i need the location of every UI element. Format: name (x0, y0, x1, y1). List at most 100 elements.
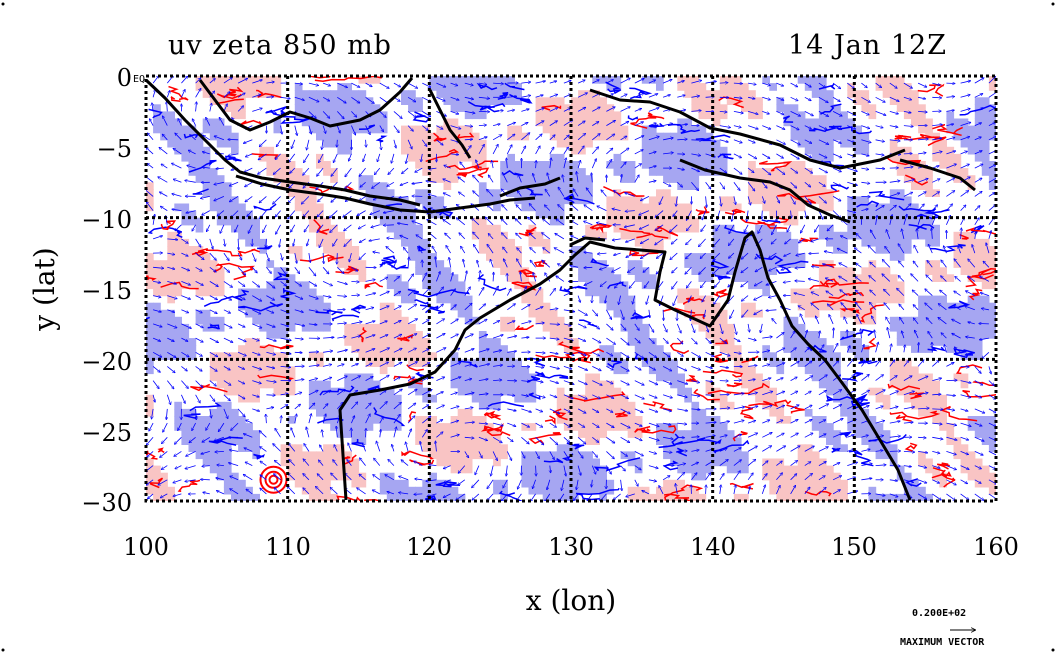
vorticity-fill-cell (967, 246, 976, 254)
vorticity-fill-cell (868, 387, 877, 396)
vorticity-fill-cell (436, 76, 445, 84)
vorticity-fill-cell (748, 281, 756, 290)
vorticity-fill-cell (641, 338, 650, 346)
vorticity-fill-cell (663, 359, 671, 367)
vorticity-fill-cell (464, 408, 473, 417)
vorticity-fill-cell (429, 175, 437, 183)
vorticity-fill-cell (160, 331, 168, 339)
vorticity-fill-cell (946, 437, 955, 445)
vorticity-fill-cell (408, 224, 416, 233)
vorticity-fill-cell (648, 125, 657, 134)
vorticity-fill-cell (578, 111, 586, 120)
vorticity-fill-cell (542, 168, 551, 176)
vorticity-fill-cell (216, 458, 225, 467)
vorticity-fill-cell (939, 316, 947, 325)
vorticity-fill-cell (861, 416, 870, 424)
vorticity-fill-cell (861, 104, 870, 112)
vorticity-fill-cell (209, 281, 218, 290)
vorticity-fill-cell (592, 267, 600, 275)
vorticity-fill-cell (847, 274, 855, 282)
vorticity-fill-cell (670, 444, 678, 452)
vorticity-fill-cell (535, 161, 544, 169)
vorticity-fill-cell (974, 295, 983, 304)
vorticity-fill-cell (429, 153, 437, 162)
vorticity-fill-cell (592, 260, 600, 268)
wind-vector (147, 163, 154, 169)
vorticity-fill-cell (450, 281, 459, 290)
vorticity-contour (522, 185, 543, 196)
vorticity-fill-cell (656, 132, 664, 141)
vorticity-fill-cell (903, 224, 912, 233)
vorticity-fill-cell (790, 288, 799, 297)
vorticity-fill-cell (627, 430, 636, 438)
vorticity-fill-cell (549, 153, 558, 162)
vorticity-fill-cell (932, 302, 940, 311)
vorticity-fill-cell (301, 295, 310, 304)
vorticity-fill-cell (436, 274, 445, 282)
vorticity-fill-cell (797, 203, 806, 212)
vorticity-fill-cell (833, 288, 841, 297)
vorticity-fill-cell (273, 295, 282, 304)
vorticity-fill-cell (457, 408, 466, 417)
vorticity-fill-cell (840, 288, 848, 297)
vorticity-fill-cell (762, 387, 770, 396)
vorticity-fill-cell (620, 196, 629, 205)
vorticity-fill-cell (733, 366, 742, 375)
vorticity-fill-cell (981, 323, 990, 332)
vorticity-fill-cell (670, 161, 678, 169)
vorticity-fill-cell (946, 316, 955, 325)
vorticity-fill-cell (613, 203, 622, 212)
vorticity-fill-cell (755, 231, 763, 240)
vorticity-fill-cell (181, 203, 190, 212)
vorticity-fill-cell (280, 175, 289, 183)
vorticity-fill-cell (294, 83, 303, 91)
vorticity-fill-cell (344, 338, 352, 346)
vorticity-fill-cell (627, 408, 636, 417)
vorticity-fill-cell (691, 90, 700, 98)
vorticity-fill-cell (762, 260, 770, 268)
vorticity-fill-cell (670, 153, 678, 162)
vorticity-fill-cell (960, 253, 969, 261)
vorticity-fill-cell (195, 260, 204, 268)
vorticity-fill-cell (422, 352, 430, 360)
vorticity-fill-cell (988, 302, 996, 311)
vorticity-fill-cell (365, 189, 374, 197)
vorticity-fill-cell (861, 210, 870, 219)
vorticity-fill-cell (393, 408, 402, 417)
vorticity-fill-cell (563, 161, 572, 169)
vorticity-fill-cell (981, 437, 990, 445)
vorticity-fill-cell (273, 316, 282, 325)
vorticity-fill-cell (486, 444, 494, 452)
vorticity-fill-cell (627, 416, 636, 424)
vorticity-contour (968, 288, 983, 301)
vorticity-fill-cell (471, 380, 480, 389)
vorticity-fill-cell (967, 295, 976, 304)
vorticity-fill-cell (889, 90, 898, 98)
vorticity-fill-cell (422, 281, 430, 290)
vorticity-fill-cell (592, 111, 600, 120)
vorticity-fill-cell (925, 331, 933, 339)
vorticity-fill-cell (748, 274, 756, 282)
vorticity-fill-cell (684, 465, 692, 474)
vorticity-fill-cell (804, 196, 813, 205)
vorticity-fill-cell (741, 267, 749, 275)
vorticity-fill-cell (337, 472, 345, 481)
vorticity-fill-cell (500, 387, 508, 396)
vorticity-fill-cell (181, 246, 190, 254)
vorticity-fill-cell (663, 366, 671, 375)
vorticity-fill-cell (868, 104, 877, 112)
vorticity-fill-cell (875, 203, 884, 212)
vorticity-fill-cell (500, 345, 508, 353)
vorticity-fill-cell (521, 465, 530, 474)
vorticity-fill-cell (563, 331, 572, 339)
vorticity-fill-cell (188, 153, 197, 162)
vorticity-fill-cell (769, 189, 777, 197)
vorticity-fill-cell (238, 416, 246, 424)
vorticity-fill-cell (273, 125, 282, 134)
vorticity-fill-cell (606, 83, 615, 91)
wind-vector (146, 148, 154, 155)
vorticity-fill-cell (656, 153, 664, 162)
vorticity-contour (504, 82, 525, 91)
wind-vector (152, 337, 160, 341)
vorticity-fill-cell (556, 111, 565, 120)
